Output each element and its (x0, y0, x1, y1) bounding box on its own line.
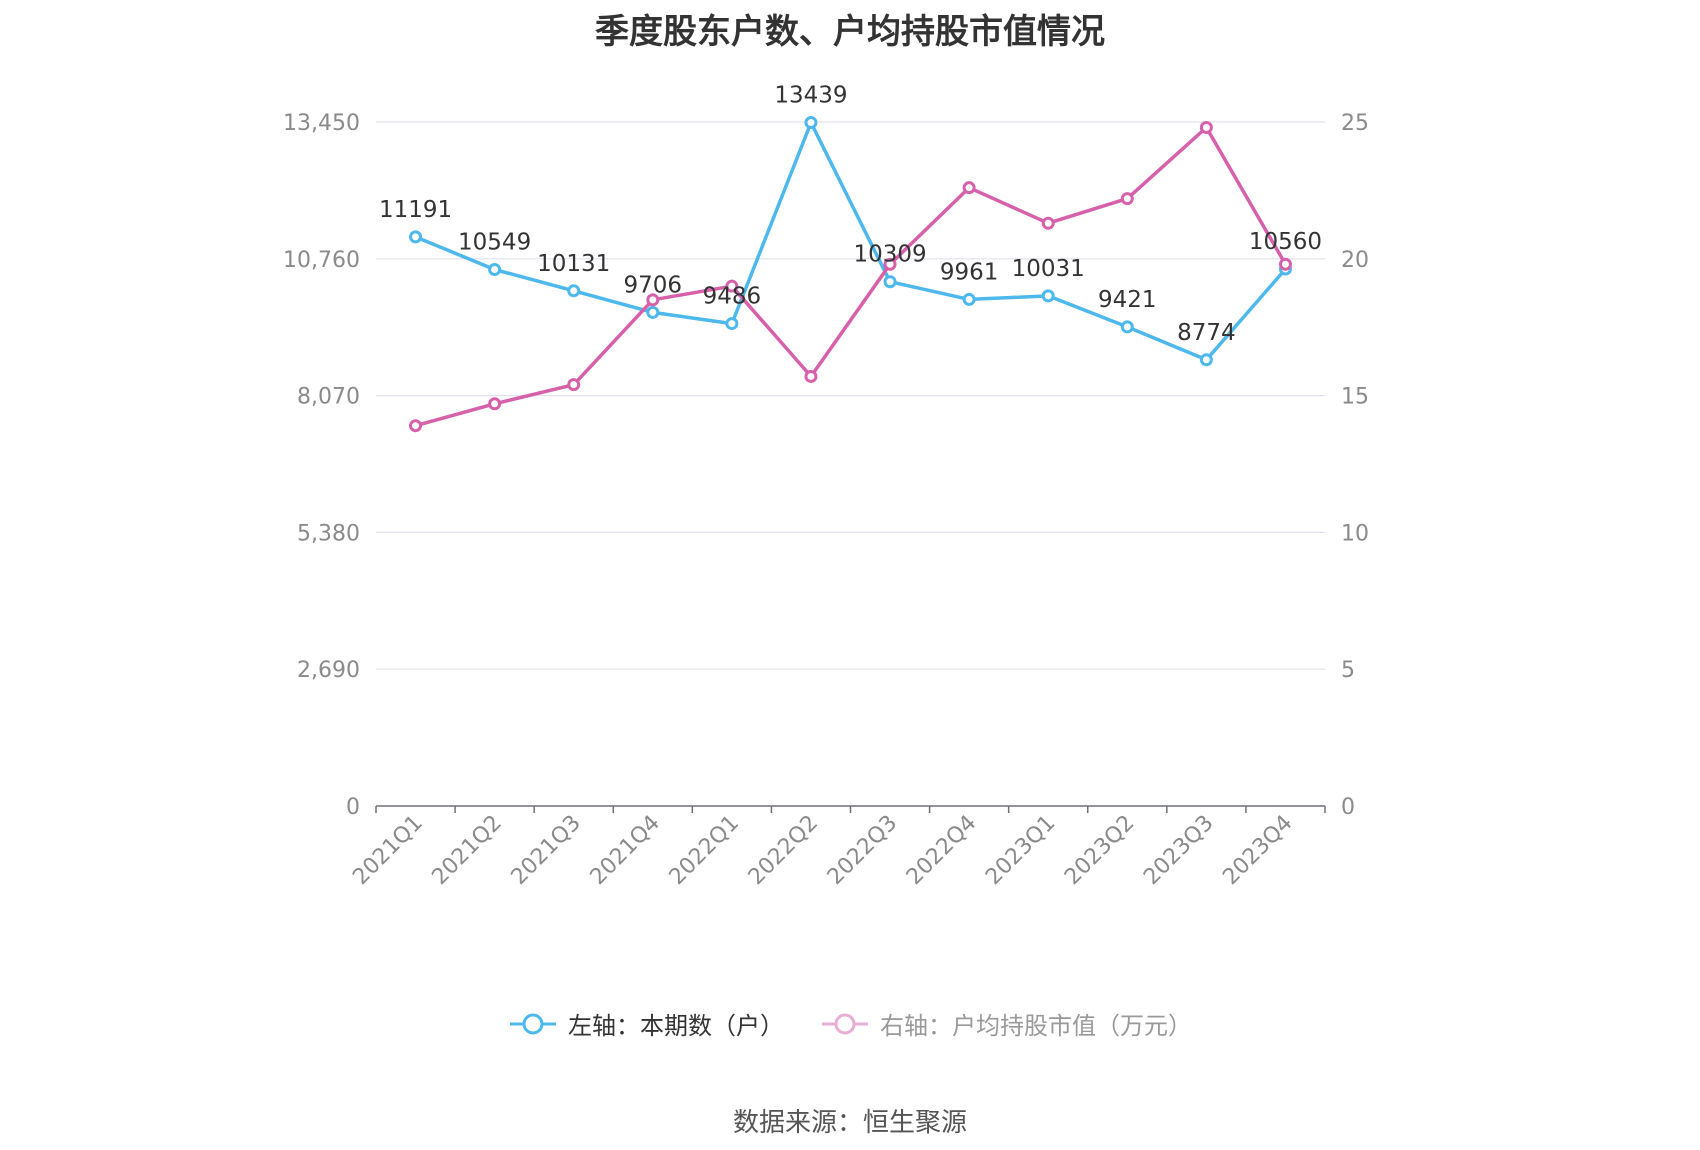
left-tick-label: 10,760 (283, 248, 360, 273)
legend-label-right: 右轴：户均持股市值（万元） (880, 1012, 1192, 1040)
right-tick-label: 20 (1341, 248, 1369, 273)
data-point-left (804, 116, 818, 130)
data-point-right (962, 181, 976, 195)
x-tick-label: 2022Q2 (744, 811, 823, 890)
data-label: 10031 (1012, 256, 1085, 282)
legend: 左轴：本期数（户） 右轴：户均持股市值（万元） (0, 1006, 1700, 1041)
data-label: 11191 (379, 197, 452, 223)
legend-item-right-series[interactable]: 右轴：户均持股市值（万元） (820, 1006, 1192, 1041)
data-point-right (488, 397, 502, 411)
data-point-right (1120, 192, 1134, 206)
x-tick-label: 2021Q3 (507, 811, 586, 890)
data-point-left (488, 263, 502, 277)
data-label: 10309 (853, 242, 926, 268)
x-tick-label: 2023Q2 (1060, 811, 1139, 890)
left-tick-label: 5,380 (297, 521, 360, 546)
left-tick-label: 13,450 (283, 111, 360, 136)
data-point-left (646, 305, 660, 319)
data-point-right (725, 279, 739, 293)
x-tick-label: 2021Q1 (348, 811, 427, 890)
left-tick-label: 2,690 (297, 658, 360, 683)
legend-marker-right-icon (822, 1013, 868, 1034)
data-label: 8774 (1177, 320, 1236, 346)
right-tick-label: 5 (1341, 658, 1355, 683)
data-point-right (804, 369, 818, 383)
right-tick-label: 0 (1341, 795, 1355, 820)
axes: 0 2,690 5,380 8,070 10,760 13,450 0 5 10 15 20 25 20… (283, 111, 1369, 890)
data-point-left (1041, 289, 1055, 303)
data-point-right (1041, 216, 1055, 230)
data-label: 9486 (703, 284, 762, 310)
x-tick-label: 2023Q3 (1139, 811, 1218, 890)
data-point-right (883, 257, 897, 271)
right-tick-label: 25 (1341, 111, 1369, 136)
series-line-right (415, 125, 1288, 428)
data-point-right (646, 293, 660, 307)
data-point-left (1199, 353, 1213, 367)
legend-label-left: 左轴：本期数（户） (568, 1012, 784, 1040)
data-point-right (409, 419, 423, 433)
series-lines (409, 116, 1292, 433)
legend-marker-left-icon (510, 1013, 556, 1034)
x-tick-label: 2021Q2 (427, 811, 506, 890)
right-tick-label: 10 (1341, 521, 1369, 546)
series-line-left (414, 120, 1287, 362)
data-point-left (962, 292, 976, 306)
x-tick-label: 2021Q4 (586, 811, 665, 890)
x-tick-label: 2023Q1 (981, 811, 1060, 890)
data-point-left (883, 275, 897, 289)
left-tick-label: 8,070 (297, 385, 360, 410)
data-label: 10131 (537, 251, 610, 277)
data-point-right (1199, 120, 1213, 134)
data-label: 13439 (774, 83, 847, 109)
x-tick-label: 2023Q4 (1218, 811, 1297, 890)
data-label: 9421 (1098, 287, 1157, 313)
x-tick-label: 2022Q3 (823, 811, 902, 890)
x-tick-label: 2022Q1 (665, 811, 744, 890)
data-point-left (725, 317, 739, 331)
chart-title: 季度股东户数、户均持股市值情况 (595, 12, 1105, 52)
left-tick-label: 0 (346, 795, 360, 820)
data-label: 10560 (1249, 229, 1322, 255)
data-label: 10549 (458, 230, 531, 256)
x-tick-label: 2022Q4 (902, 811, 981, 890)
data-point-right (567, 378, 581, 392)
source-note: 数据来源：恒生聚源 (732, 1108, 967, 1138)
data-point-left (567, 284, 581, 298)
legend-item-left-series[interactable]: 左轴：本期数（户） (508, 1006, 784, 1041)
data-label: 9706 (624, 272, 683, 298)
data-label: 9961 (940, 259, 999, 285)
right-tick-label: 15 (1341, 385, 1369, 410)
data-point-left (409, 230, 423, 244)
data-point-right (1278, 257, 1292, 271)
data-point-left (1120, 320, 1134, 334)
